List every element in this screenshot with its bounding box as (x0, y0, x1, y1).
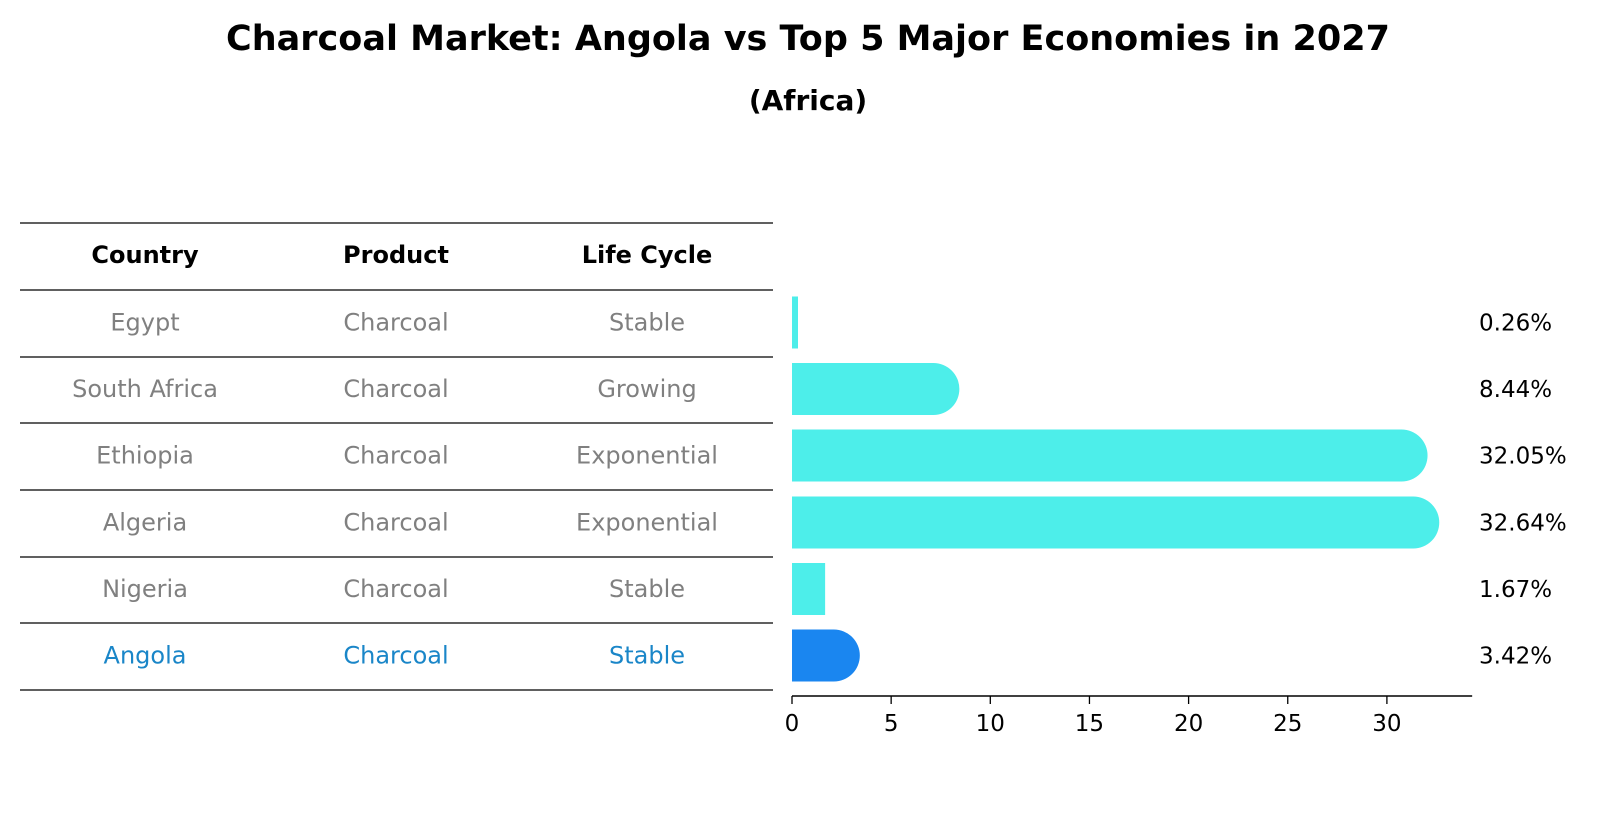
table-cell: Charcoal (343, 575, 448, 603)
table-cell: Stable (609, 309, 685, 337)
x-tick-label: 10 (976, 711, 1005, 737)
table-cell: Ethiopia (96, 442, 194, 470)
table-cell: South Africa (72, 375, 218, 403)
table-cell: Algeria (103, 509, 187, 537)
bar (792, 363, 960, 415)
x-tick-label: 0 (785, 711, 800, 737)
bar-series: 0.26% 8.44% 32.05% 32.64% 1.67% 3.42% (792, 296, 1567, 682)
table-cell: Exponential (576, 442, 718, 470)
table-cell: Charcoal (343, 375, 448, 403)
table-cell: Charcoal (343, 642, 448, 670)
bar-value-label: 8.44% (1479, 377, 1552, 403)
chart-subtitle: (Africa) (749, 84, 867, 117)
table-header-cell: Country (91, 241, 199, 269)
table-header-cell: Product (343, 241, 449, 269)
x-tick-label: 25 (1273, 711, 1302, 737)
x-tick-label: 15 (1075, 711, 1104, 737)
table-cell: Charcoal (343, 509, 448, 537)
bar-value-label: 0.26% (1479, 311, 1552, 337)
bar (792, 296, 798, 349)
table-cell: Growing (597, 375, 696, 403)
table-cell: Egypt (110, 309, 179, 337)
table-cell: Nigeria (102, 575, 188, 603)
x-tick-label: 30 (1372, 711, 1401, 737)
x-axis: 0 5 10 15 20 25 30 (785, 695, 1473, 737)
table-cell: Charcoal (343, 442, 448, 470)
x-tick-label: 20 (1174, 711, 1203, 737)
bar-value-label: 1.67% (1479, 577, 1552, 603)
bar-value-label: 32.64% (1479, 511, 1567, 537)
table-cell: Stable (609, 642, 685, 670)
bar (792, 496, 1440, 549)
bar (792, 429, 1428, 482)
bar-value-label: 32.05% (1479, 444, 1567, 470)
table-cell: Angola (104, 642, 187, 670)
table-header-cell: Life Cycle (582, 241, 713, 269)
data-table: Country Product Life Cycle Egypt Charcoal Sta… (20, 222, 773, 691)
table-cell: Charcoal (343, 309, 448, 337)
bar (792, 629, 860, 682)
bar-value-label: 3.42% (1479, 644, 1552, 670)
bar (792, 563, 826, 615)
x-tick-label: 5 (884, 711, 899, 737)
chart-title: Charcoal Market: Angola vs Top 5 Major E… (226, 19, 1390, 59)
table-cell: Stable (609, 575, 685, 603)
table-cell: Exponential (576, 509, 718, 537)
